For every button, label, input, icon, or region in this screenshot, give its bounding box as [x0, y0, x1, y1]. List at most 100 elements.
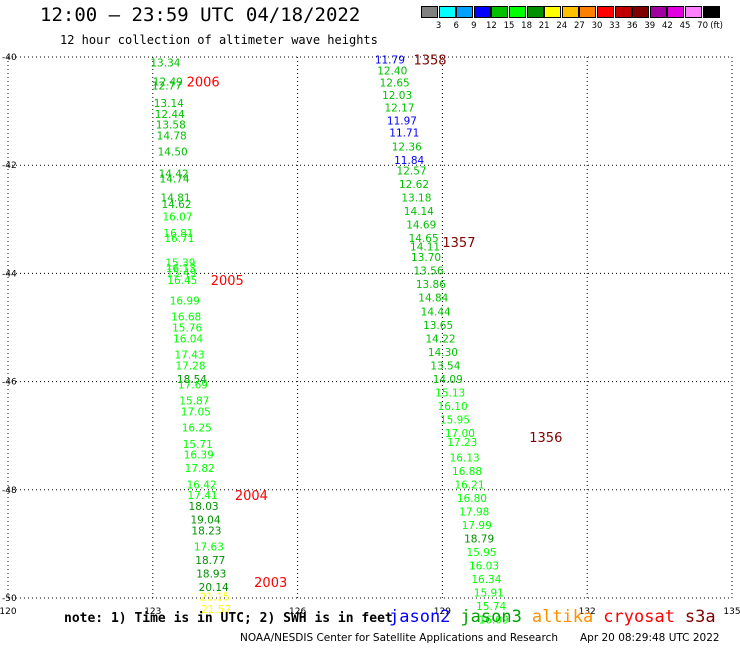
- chart-title: 12:00 – 23:59 UTC 04/18/2022: [40, 4, 361, 26]
- satellite-legend-cryosat: cryosat: [603, 607, 675, 627]
- wave-height-label: 12.65: [380, 77, 410, 89]
- color-scale-swatch: [509, 6, 526, 18]
- wave-height-label: 14.84: [418, 293, 448, 305]
- color-scale-swatch: [649, 6, 667, 18]
- wave-height-label: 15.49: [166, 267, 196, 279]
- wave-height-label: 12.62: [399, 179, 429, 191]
- color-scale-label: 39: [644, 21, 656, 31]
- color-scale-label: 6: [453, 21, 459, 31]
- wave-height-label: 11.97: [387, 115, 417, 127]
- color-scale-label: 36: [626, 21, 638, 31]
- color-scale-swatch: [667, 6, 685, 18]
- y-tick-label: -42: [2, 161, 17, 171]
- wave-height-label: 11.79: [375, 55, 405, 67]
- color-scale-label: 9: [471, 21, 477, 31]
- data-labels: 11.7912.4012.6512.0312.1711.9711.7112.36…: [150, 54, 562, 627]
- wave-height-label: 14.14: [404, 206, 434, 218]
- wave-height-label: 17.82: [185, 463, 215, 475]
- wave-height-label: 16.10: [438, 401, 468, 413]
- wave-height-label: 13.65: [423, 320, 453, 332]
- color-scale-swatch: [614, 6, 632, 18]
- pass-time-label: 2005: [211, 274, 244, 289]
- wave-height-label: 15.91: [474, 588, 504, 600]
- wave-height-label: 13.70: [411, 252, 441, 264]
- wave-height-label: 20.14: [199, 582, 229, 594]
- axis-ticks: 120 123 126 129 132 135 -40 -42 -44 -46 -48 -50: [0, 53, 740, 617]
- wave-height-label: 19.04: [190, 515, 220, 527]
- y-tick-label: -46: [2, 378, 17, 388]
- wave-height-label: 18.79: [464, 533, 494, 545]
- wave-height-label: 14.74: [160, 174, 190, 186]
- generated-timestamp: Apr 20 08:29:48 UTC 2022: [580, 632, 720, 644]
- color-scale-swatch: [579, 6, 597, 18]
- wave-height-label: 16.03: [469, 561, 499, 573]
- wave-height-label: 15.39: [165, 258, 195, 270]
- wave-height-label: 14.44: [421, 306, 451, 318]
- wave-height-label: 16.25: [182, 423, 212, 435]
- wave-height-label: 17.63: [194, 542, 224, 554]
- wave-height-label: 16.09: [479, 615, 509, 627]
- color-scale-swatch: [526, 6, 544, 18]
- color-scale-label: 12: [485, 21, 497, 31]
- pass-time-label: 1356: [529, 431, 562, 446]
- color-scale-label: 30: [591, 21, 603, 31]
- wave-height-label: 12.77: [152, 81, 182, 93]
- wave-height-label: 12.17: [384, 102, 414, 114]
- wave-height-label: 17.43: [175, 350, 205, 362]
- wave-height-label: 14.50: [158, 147, 188, 159]
- wave-height-label: 16.71: [164, 233, 194, 245]
- color-scale-swatch: [491, 6, 509, 18]
- wave-height-label: 14.62: [161, 199, 191, 211]
- wave-height-label: 21.52: [201, 604, 231, 616]
- wave-height-label: 13.54: [430, 360, 460, 372]
- satellite-legend: jason2 jason3 altika cryosat s3a: [389, 607, 726, 627]
- color-scale-swatch: [685, 6, 702, 18]
- wave-height-label: 14.81: [161, 193, 191, 205]
- color-scale-label: 3: [435, 21, 442, 31]
- wave-height-label: 15.87: [179, 396, 209, 408]
- color-scale-swatch: [632, 6, 650, 18]
- color-scale-label: 27: [573, 21, 585, 31]
- wave-height-label: 17.69: [178, 379, 208, 391]
- wave-height-label: 12.03: [382, 90, 412, 102]
- wave-height-label: 13.58: [156, 120, 186, 132]
- color-scale-label: 21: [538, 21, 550, 31]
- wave-height-label: 13.14: [154, 98, 184, 110]
- x-tick-label: 123: [144, 607, 161, 617]
- wave-height-label: 14.69: [406, 220, 436, 232]
- wave-height-label: 16.81: [163, 228, 193, 240]
- wave-height-label: 17.05: [181, 406, 211, 418]
- color-scale-swatch: [421, 6, 438, 18]
- grid-lines: [7, 56, 733, 599]
- credit-text: NOAA/NESDIS Center for Satellite Applica…: [240, 632, 558, 644]
- wave-height-label: 14.42: [159, 168, 189, 180]
- color-scale-swatch: [561, 6, 579, 18]
- color-scale-swatch: [456, 6, 474, 18]
- wave-height-label: 16.39: [184, 450, 214, 462]
- wave-height-label: 14.22: [426, 333, 456, 345]
- wave-height-label: 15.95: [440, 414, 470, 426]
- y-tick-label: -48: [2, 486, 17, 496]
- color-scale-label: 42: [661, 21, 673, 31]
- wave-height-label: 12.49: [153, 76, 183, 88]
- wave-height-label: 17.23: [447, 437, 477, 449]
- wave-height-label: 16.68: [171, 312, 201, 324]
- wave-height-label: 13.18: [401, 193, 431, 205]
- wave-height-label: 12.40: [377, 66, 407, 78]
- wave-height-label: 16.88: [452, 466, 482, 478]
- wave-height-label: 16.13: [450, 452, 480, 464]
- wave-height-label: 18.93: [196, 569, 226, 581]
- wave-height-label: 13.34: [150, 57, 180, 69]
- color-scale-label: 70: [697, 21, 708, 31]
- color-scale-swatch: [473, 6, 491, 18]
- wave-height-label: 13.86: [416, 279, 446, 291]
- pass-time-label: 2004: [235, 489, 268, 504]
- wave-height-label: 18.03: [189, 501, 219, 513]
- wave-height-label: 13.56: [413, 266, 443, 278]
- wave-height-label: 16.13: [166, 263, 196, 275]
- wave-height-label: 14.78: [157, 130, 187, 142]
- y-tick-label: -40: [2, 53, 17, 63]
- y-tick-label: -44: [2, 269, 17, 279]
- pass-time-label: 2006: [187, 75, 220, 90]
- pass-time-label: 1357: [442, 236, 475, 251]
